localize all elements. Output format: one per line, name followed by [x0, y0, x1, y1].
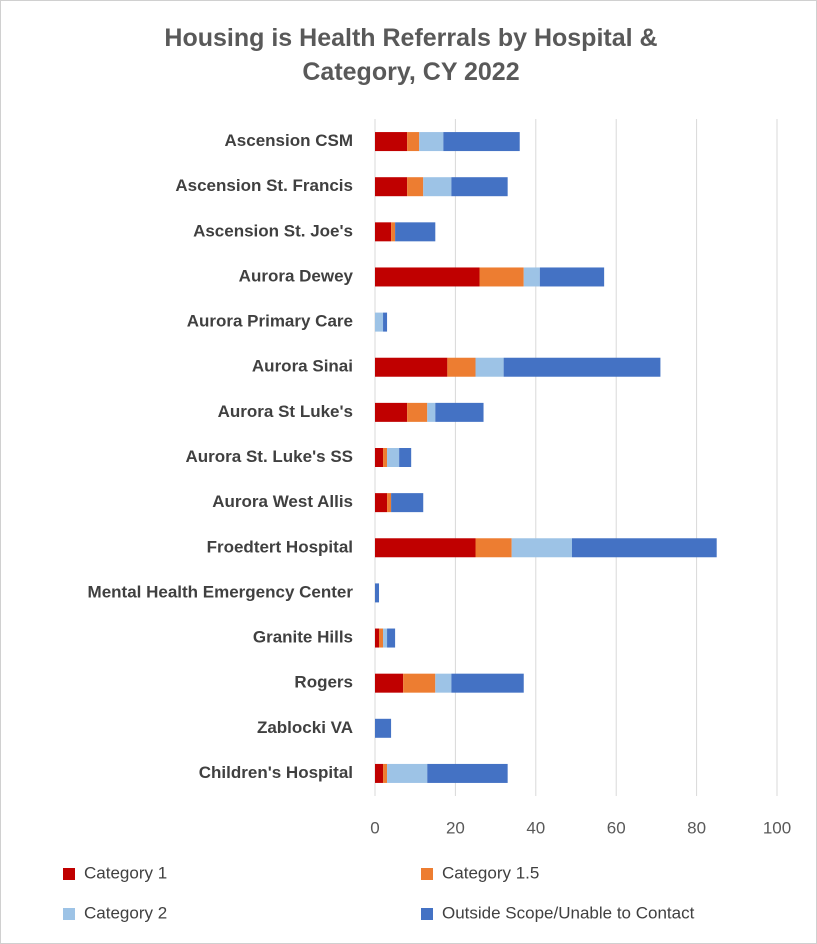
bar-segment	[375, 583, 380, 603]
bar-segment	[479, 267, 524, 287]
x-tick-label: 60	[607, 818, 626, 837]
bar-segment	[451, 673, 524, 693]
bar-segment	[399, 448, 412, 467]
bar-segment	[427, 402, 436, 422]
legend-swatch	[421, 868, 433, 880]
chart-title: Housing is Health Referrals by Hospital …	[164, 24, 658, 86]
x-tick-label: 40	[526, 818, 545, 837]
bar-segment	[511, 538, 572, 558]
bar-segment	[375, 628, 380, 648]
bar-segment	[407, 402, 428, 422]
bar-segment	[375, 493, 388, 513]
legend-swatch	[63, 908, 75, 920]
bar-segment	[375, 267, 480, 287]
bar-segment	[407, 132, 420, 152]
bar-segment	[375, 312, 384, 332]
y-tick-label: Aurora Primary Care	[187, 312, 353, 331]
bar-segment	[435, 673, 452, 693]
bar-segment	[375, 448, 384, 467]
bar-segment	[539, 267, 605, 287]
bar-segment	[387, 493, 392, 513]
bar-segment	[383, 628, 388, 648]
y-tick-label: Aurora West Allis	[212, 492, 353, 511]
bar-segment	[375, 177, 408, 197]
bar-segment	[447, 357, 476, 377]
x-tick-label: 100	[763, 818, 791, 837]
y-tick-label: Children's Hospital	[199, 763, 353, 782]
y-tick-label: Rogers	[294, 673, 353, 692]
bar-segment	[383, 763, 388, 783]
x-tick-label: 0	[370, 818, 379, 837]
bar-segment	[383, 312, 388, 332]
legend-label: Category 2	[84, 903, 167, 922]
bar-segment	[375, 538, 476, 558]
y-tick-label: Aurora St. Luke's SS	[186, 447, 353, 466]
bar-segment	[375, 718, 392, 738]
x-tick-label: 20	[446, 818, 465, 837]
bar-segment	[403, 673, 436, 693]
bar-segment	[435, 402, 484, 422]
bar-segment	[407, 177, 424, 197]
bar-segment	[387, 448, 400, 467]
bar-segment	[375, 763, 384, 783]
bar-segment	[443, 132, 520, 152]
legend-label: Outside Scope/Unable to Contact	[442, 903, 695, 922]
bar-segment	[387, 763, 428, 783]
bar-segment	[375, 357, 448, 377]
x-tick-label: 80	[687, 818, 706, 837]
bar-segment	[451, 177, 508, 197]
bar-segment	[475, 357, 504, 377]
y-tick-label: Aurora Sinai	[252, 357, 353, 376]
y-tick-label: Zablocki VA	[257, 718, 353, 737]
y-tick-label: Froedtert Hospital	[207, 537, 353, 556]
bar-segment	[427, 763, 508, 783]
bar-segment	[383, 448, 388, 467]
bar-segment	[503, 357, 661, 377]
bar-segment	[419, 132, 444, 152]
bar-segment	[475, 538, 512, 558]
bar-segment	[571, 538, 717, 558]
bar-segment	[375, 222, 392, 242]
y-tick-label: Granite Hills	[253, 628, 353, 647]
bar-segment	[375, 673, 404, 693]
bar-segment	[387, 628, 396, 648]
bar-segment	[423, 177, 452, 197]
bar-segment	[391, 493, 424, 513]
legend-label: Category 1.5	[442, 863, 539, 882]
y-tick-label: Aurora Dewey	[239, 266, 354, 285]
bar-segment	[375, 132, 408, 152]
y-tick-label: Ascension St. Joe's	[193, 221, 353, 240]
bar-segment	[379, 628, 384, 648]
legend-label: Category 1	[84, 863, 167, 882]
y-tick-label: Ascension CSM	[225, 131, 353, 150]
legend-swatch	[421, 908, 433, 920]
bar-segment	[523, 267, 540, 287]
bar-segment	[395, 222, 436, 242]
y-tick-label: Ascension St. Francis	[175, 176, 353, 195]
bar-segment	[375, 402, 408, 422]
y-tick-label: Mental Health Emergency Center	[88, 582, 354, 601]
y-tick-label: Aurora St Luke's	[218, 402, 353, 421]
legend-swatch	[63, 868, 75, 880]
bar-segment	[391, 222, 396, 242]
